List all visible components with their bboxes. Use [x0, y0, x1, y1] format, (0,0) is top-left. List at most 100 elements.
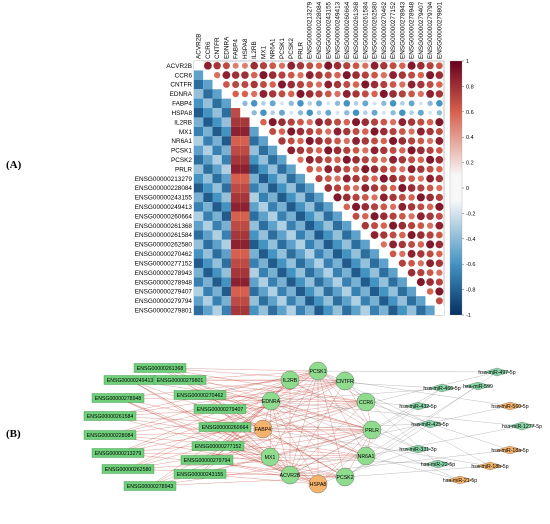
- network-edge: [344, 380, 511, 407]
- heatmap-cell: [240, 239, 250, 250]
- heatmap-circle: [370, 127, 379, 136]
- heatmap-circle: [399, 109, 406, 117]
- heatmap-circle: [362, 147, 369, 154]
- network-node-label: hsa-miR-425-5p: [411, 422, 448, 428]
- network-edge: [270, 400, 373, 431]
- heatmap-diagonal: [277, 145, 287, 156]
- heatmap-circle: [278, 137, 286, 145]
- heatmap-circle: [370, 231, 379, 239]
- heatmap-circle: [287, 61, 296, 70]
- heatmap-circle: [399, 81, 406, 88]
- mirna-node-shape: [416, 419, 444, 429]
- heatmap-cell: [295, 173, 306, 184]
- heatmap-cell: [231, 230, 241, 240]
- heatmap-cell: [258, 296, 269, 306]
- heatmap-circle: [435, 71, 444, 79]
- heatmap-cell: [194, 136, 204, 146]
- network-edge: [117, 380, 346, 454]
- network-edge: [117, 429, 373, 454]
- heatmap-cell: [258, 286, 269, 297]
- heatmap-circle: [436, 250, 443, 258]
- heatmap-cell: [268, 155, 278, 165]
- heatmap-diagonal: [295, 164, 306, 174]
- heatmap-cell: [332, 305, 343, 315]
- heatmap-col-label: CNTFR: [214, 37, 221, 59]
- heatmap-cell: [295, 239, 306, 250]
- heatmap-cell: [268, 267, 278, 278]
- heatmap-circle: [324, 156, 332, 164]
- heatmap-cell: [221, 211, 232, 221]
- mrna-node-shape: [362, 420, 382, 440]
- heatmap-cell: [194, 305, 204, 315]
- network-node-label: ENSG00000278943: [127, 484, 174, 490]
- heatmap-cell: [231, 164, 241, 174]
- heatmap-circle: [418, 101, 423, 106]
- heatmap-cell: [249, 258, 259, 268]
- network-node-gene: NR6A1: [356, 446, 376, 466]
- heatmap-cell: [268, 220, 278, 231]
- network-node-mir-o: hsa-miR-560-5p: [491, 401, 529, 411]
- heatmap-cell: [295, 183, 306, 193]
- network-node-lnc: ENSG00000279794: [180, 455, 234, 465]
- heatmap-cell: [221, 202, 232, 212]
- network-edge: [109, 429, 373, 436]
- heatmap-circle: [379, 212, 388, 221]
- heatmap-circle: [389, 212, 397, 220]
- heatmap-circle: [352, 155, 360, 164]
- heatmap-circle: [362, 128, 369, 135]
- heatmap-circle: [297, 156, 304, 163]
- heatmap-cell: [351, 258, 361, 268]
- network-node-lnc: ENSG00000260664: [198, 422, 252, 432]
- heatmap-cell: [240, 192, 250, 203]
- heatmap-col-label: NR6A1: [270, 38, 277, 59]
- heatmap-cell: [240, 258, 250, 268]
- heatmap-cell: [221, 239, 232, 250]
- heatmap-circle: [333, 193, 342, 202]
- heatmap-cell: [379, 277, 389, 287]
- lncrna-node-shape: [123, 481, 177, 491]
- heatmap-diagonal: [332, 202, 343, 212]
- heatmap-cell: [194, 230, 204, 240]
- heatmap-col-label: ACVR2B: [196, 33, 203, 59]
- heatmap-cell: [277, 305, 287, 315]
- network-edge: [117, 452, 367, 457]
- heatmap-circle: [370, 165, 379, 174]
- mirna-node-shape: [508, 421, 536, 431]
- heatmap-circle: [435, 62, 443, 70]
- heatmap-circle: [223, 81, 230, 88]
- heatmap-cell: [194, 211, 204, 221]
- heatmap-cell: [286, 173, 296, 184]
- heatmap-cell: [314, 220, 324, 231]
- heatmap-cell: [212, 277, 222, 287]
- heatmap-cell: [249, 305, 259, 315]
- network-node-gene: PRLR: [362, 420, 382, 440]
- heatmap-circle: [232, 62, 239, 69]
- heatmap-cell: [249, 230, 259, 240]
- network-edge: [289, 449, 511, 476]
- heatmap-circle: [342, 90, 351, 98]
- heatmap-circle: [380, 80, 388, 89]
- heatmap-circle: [426, 193, 434, 202]
- heatmap-cell: [212, 202, 222, 212]
- heatmap-cell: [397, 305, 407, 315]
- heatmap-circle: [408, 128, 415, 135]
- mirna-node-shape: [404, 444, 432, 454]
- network-node-label: hsa-miR-560-5p: [491, 404, 528, 410]
- heatmap-circle: [389, 90, 397, 98]
- heatmap-circle: [371, 222, 379, 230]
- heatmap-circle: [353, 101, 359, 106]
- heatmap-cell: [342, 277, 352, 287]
- heatmap-circle: [343, 146, 351, 154]
- heatmap-cell: [406, 305, 417, 315]
- heatmap-cell: [305, 296, 315, 306]
- network-node-label: ENSG00000262580: [105, 467, 152, 473]
- network-node-hub: HSPA8: [308, 474, 328, 494]
- heatmap-circle: [380, 222, 388, 229]
- heatmap-diagonal: [203, 70, 213, 80]
- heatmap-cell: [286, 239, 296, 250]
- heatmap-cell: [379, 305, 389, 315]
- heatmap-cell: [286, 202, 296, 212]
- heatmap-col-label: ENSG00000260664: [344, 1, 351, 59]
- heatmap-circle: [398, 137, 407, 145]
- heatmap-circle: [435, 90, 444, 98]
